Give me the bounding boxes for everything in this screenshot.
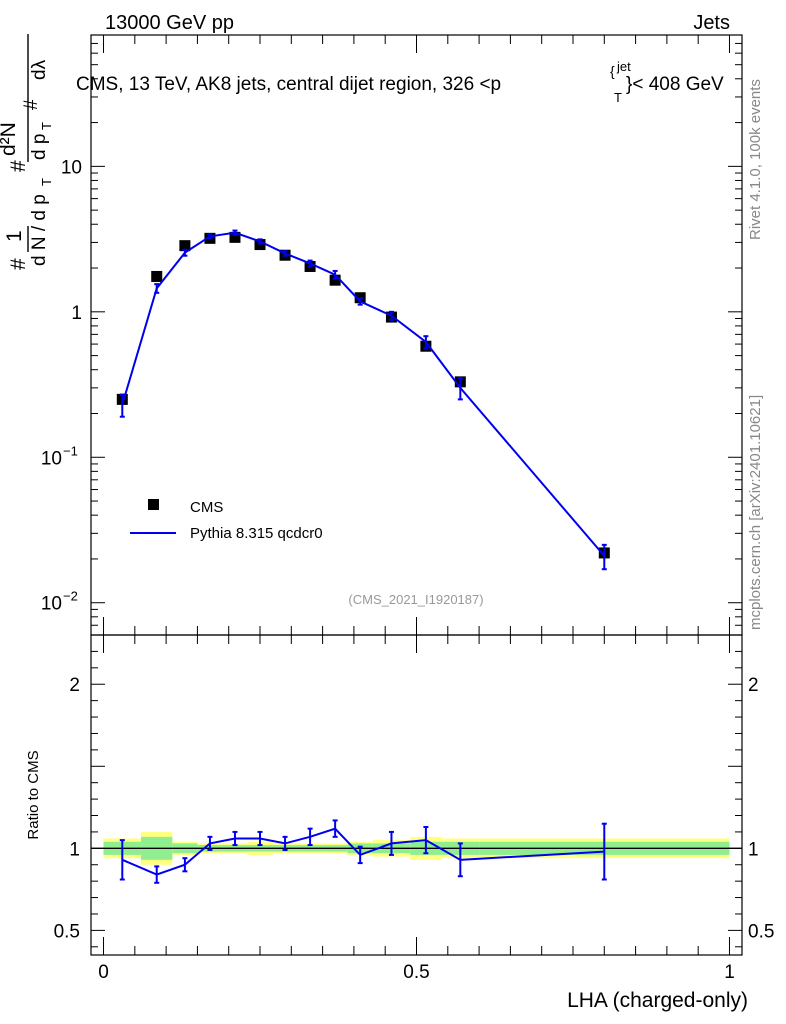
plot-title-brace: { [610, 63, 615, 79]
rivet-version-label: Rivet 4.1.0, 100k events [747, 79, 764, 240]
x-tick-label: 1 [724, 962, 735, 983]
ratio-y-axis-label: Ratio to CMS [25, 750, 42, 839]
x-tick-labels: 0 0.5 1 [98, 962, 735, 983]
cms-data-point [329, 274, 341, 286]
y-label-dlambda: dλ [29, 59, 50, 80]
x-axis-label: LHA (charged-only) [567, 989, 748, 1012]
cms-data-point [179, 240, 191, 252]
y-label-hash-3: # [21, 99, 42, 110]
analysis-id: (CMS_2021_I1920187) [348, 592, 483, 607]
plot-title-superscript: jet [616, 59, 631, 74]
ratio-plot-frame [90, 634, 743, 956]
mcplots-label: mcplots.cern.ch [arXiv:2401.10621] [747, 395, 764, 630]
y-label-sub-t: T [39, 178, 54, 186]
ratio-y-tick-label-right: 1 [748, 839, 759, 860]
main-y-tick-label: 10 [61, 157, 82, 178]
x-tick-label: 0 [98, 962, 109, 983]
process-label: Jets [693, 12, 730, 34]
main-y-tick-label: 10 [41, 594, 62, 615]
plot-title: CMS, 13 TeV, AK8 jets, central dijet reg… [76, 59, 724, 105]
pythia-line [121, 231, 606, 557]
ratio-y-tick-label-right: 0.5 [748, 921, 774, 942]
main-y-tick-label-exponent: −2 [63, 589, 78, 604]
ratio-pythia-line [121, 827, 605, 876]
ratio-y-ticks: 2 2 1 1 0.5 0.5 [54, 650, 774, 948]
cms-data-point [254, 239, 266, 251]
plot-title-subscript: T [614, 90, 622, 105]
ratio-pythia-series [119, 819, 607, 884]
x-tick-label: 0.5 [403, 962, 429, 983]
y-label-denominator-2: d p [29, 134, 50, 160]
ratio-y-tick-label-left: 1 [69, 839, 80, 860]
main-y-tick-label: 1 [71, 303, 82, 324]
plot-title-tail: }< 408 GeV [626, 74, 724, 95]
legend-cms-label: CMS [190, 499, 223, 516]
pythia-series [119, 229, 607, 571]
main-y-tick-label-exponent: −1 [63, 443, 78, 458]
ratio-y-tick-label-left: 0.5 [54, 921, 80, 942]
y-label-denominator: d N / d p [29, 194, 50, 266]
main-y-axis-label: # 1 d N / d p T # d²N d p T # dλ [0, 34, 54, 270]
y-label-numerator: d²N [0, 122, 20, 156]
main-y-tick-label: 10 [41, 448, 62, 469]
ratio-plot: 2 2 1 1 0.5 0.5 [54, 634, 774, 956]
ratio-y-tick-label-right: 2 [748, 675, 759, 696]
plot-title-main: CMS, 13 TeV, AK8 jets, central dijet reg… [76, 74, 501, 95]
energy-label: 13000 GeV pp [105, 12, 234, 34]
y-label-sub-t-2: T [39, 122, 54, 130]
ratio-y-tick-label-left: 2 [69, 675, 80, 696]
y-label-one: 1 [3, 230, 26, 242]
y-label-hash-2: # [7, 160, 30, 172]
y-label-hash: # [7, 258, 30, 270]
cms-data-point [229, 231, 241, 243]
legend-cms-marker [148, 499, 159, 510]
main-x-ticks [103, 35, 730, 635]
legend-mc-label: Pythia 8.315 qcdcr0 [190, 525, 323, 542]
cms-data-point [151, 270, 163, 282]
ratio-x-ticks [103, 635, 730, 955]
legend: CMS Pythia 8.315 qcdcr0 [130, 499, 323, 542]
